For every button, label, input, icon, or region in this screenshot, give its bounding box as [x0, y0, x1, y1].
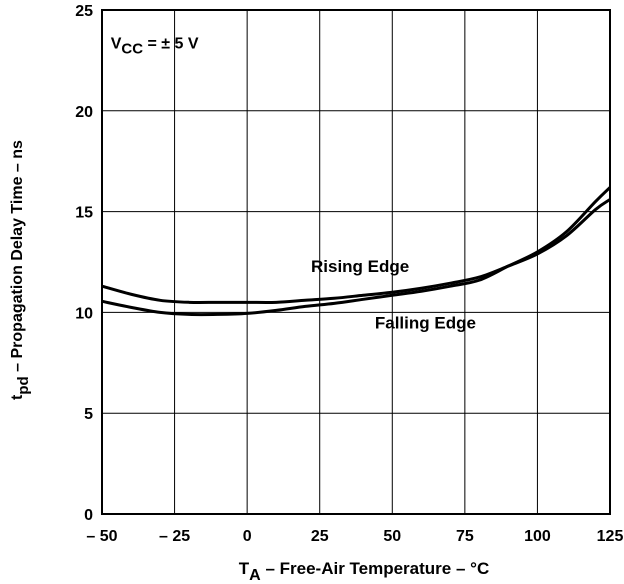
x-tick-label: 75: [456, 528, 474, 545]
series-line-rising-edge: [101, 198, 611, 304]
x-tick-label: 125: [597, 528, 624, 545]
x-tick-label: 0: [243, 528, 252, 545]
x-axis-label-rest: – Free-Air Temperature – °C: [261, 559, 490, 578]
series-label-rising-edge: Rising Edge: [311, 257, 409, 276]
x-tick-label: 25: [311, 528, 329, 545]
plot-frame: [101, 9, 611, 515]
x-axis-label: TA – Free-Air Temperature – °C: [239, 559, 489, 584]
vcc-annotation: VCC = ± 5 V: [111, 35, 199, 57]
vcc-annotation-rest: = ± 5 V: [143, 35, 199, 52]
y-axis-label-rest: – Propagation Delay Time – ns: [9, 140, 26, 376]
series-lines: [101, 186, 612, 317]
x-tick-label: – 25: [159, 528, 190, 545]
y-tick-label: 15: [75, 205, 93, 222]
vcc-annotation-main: V: [111, 35, 122, 52]
x-tick-label: 100: [524, 528, 551, 545]
x-axis-label-main: T: [239, 559, 250, 578]
tick-labels: – 50 – 25 0 25 50 75 100 125 0 5 10 15 20 25: [75, 3, 623, 545]
y-tick-label: 20: [75, 104, 93, 121]
y-tick-label: 0: [84, 507, 93, 524]
x-axis-label-sub: A: [249, 567, 261, 584]
y-axis-label-sub: pd: [15, 376, 32, 394]
y-tick-label: 25: [75, 3, 93, 20]
y-tick-label: 10: [75, 305, 93, 322]
y-axis-label-main: t: [9, 394, 26, 400]
series-label-falling-edge: Falling Edge: [375, 314, 476, 333]
x-tick-label: – 50: [86, 528, 117, 545]
y-axis-label: tpd – Propagation Delay Time – ns: [9, 140, 32, 400]
series-line-falling-edge: [101, 186, 612, 317]
grid: [102, 10, 610, 514]
y-tick-label: 5: [84, 406, 93, 423]
x-tick-label: 50: [383, 528, 401, 545]
vcc-annotation-sub: CC: [121, 40, 143, 57]
